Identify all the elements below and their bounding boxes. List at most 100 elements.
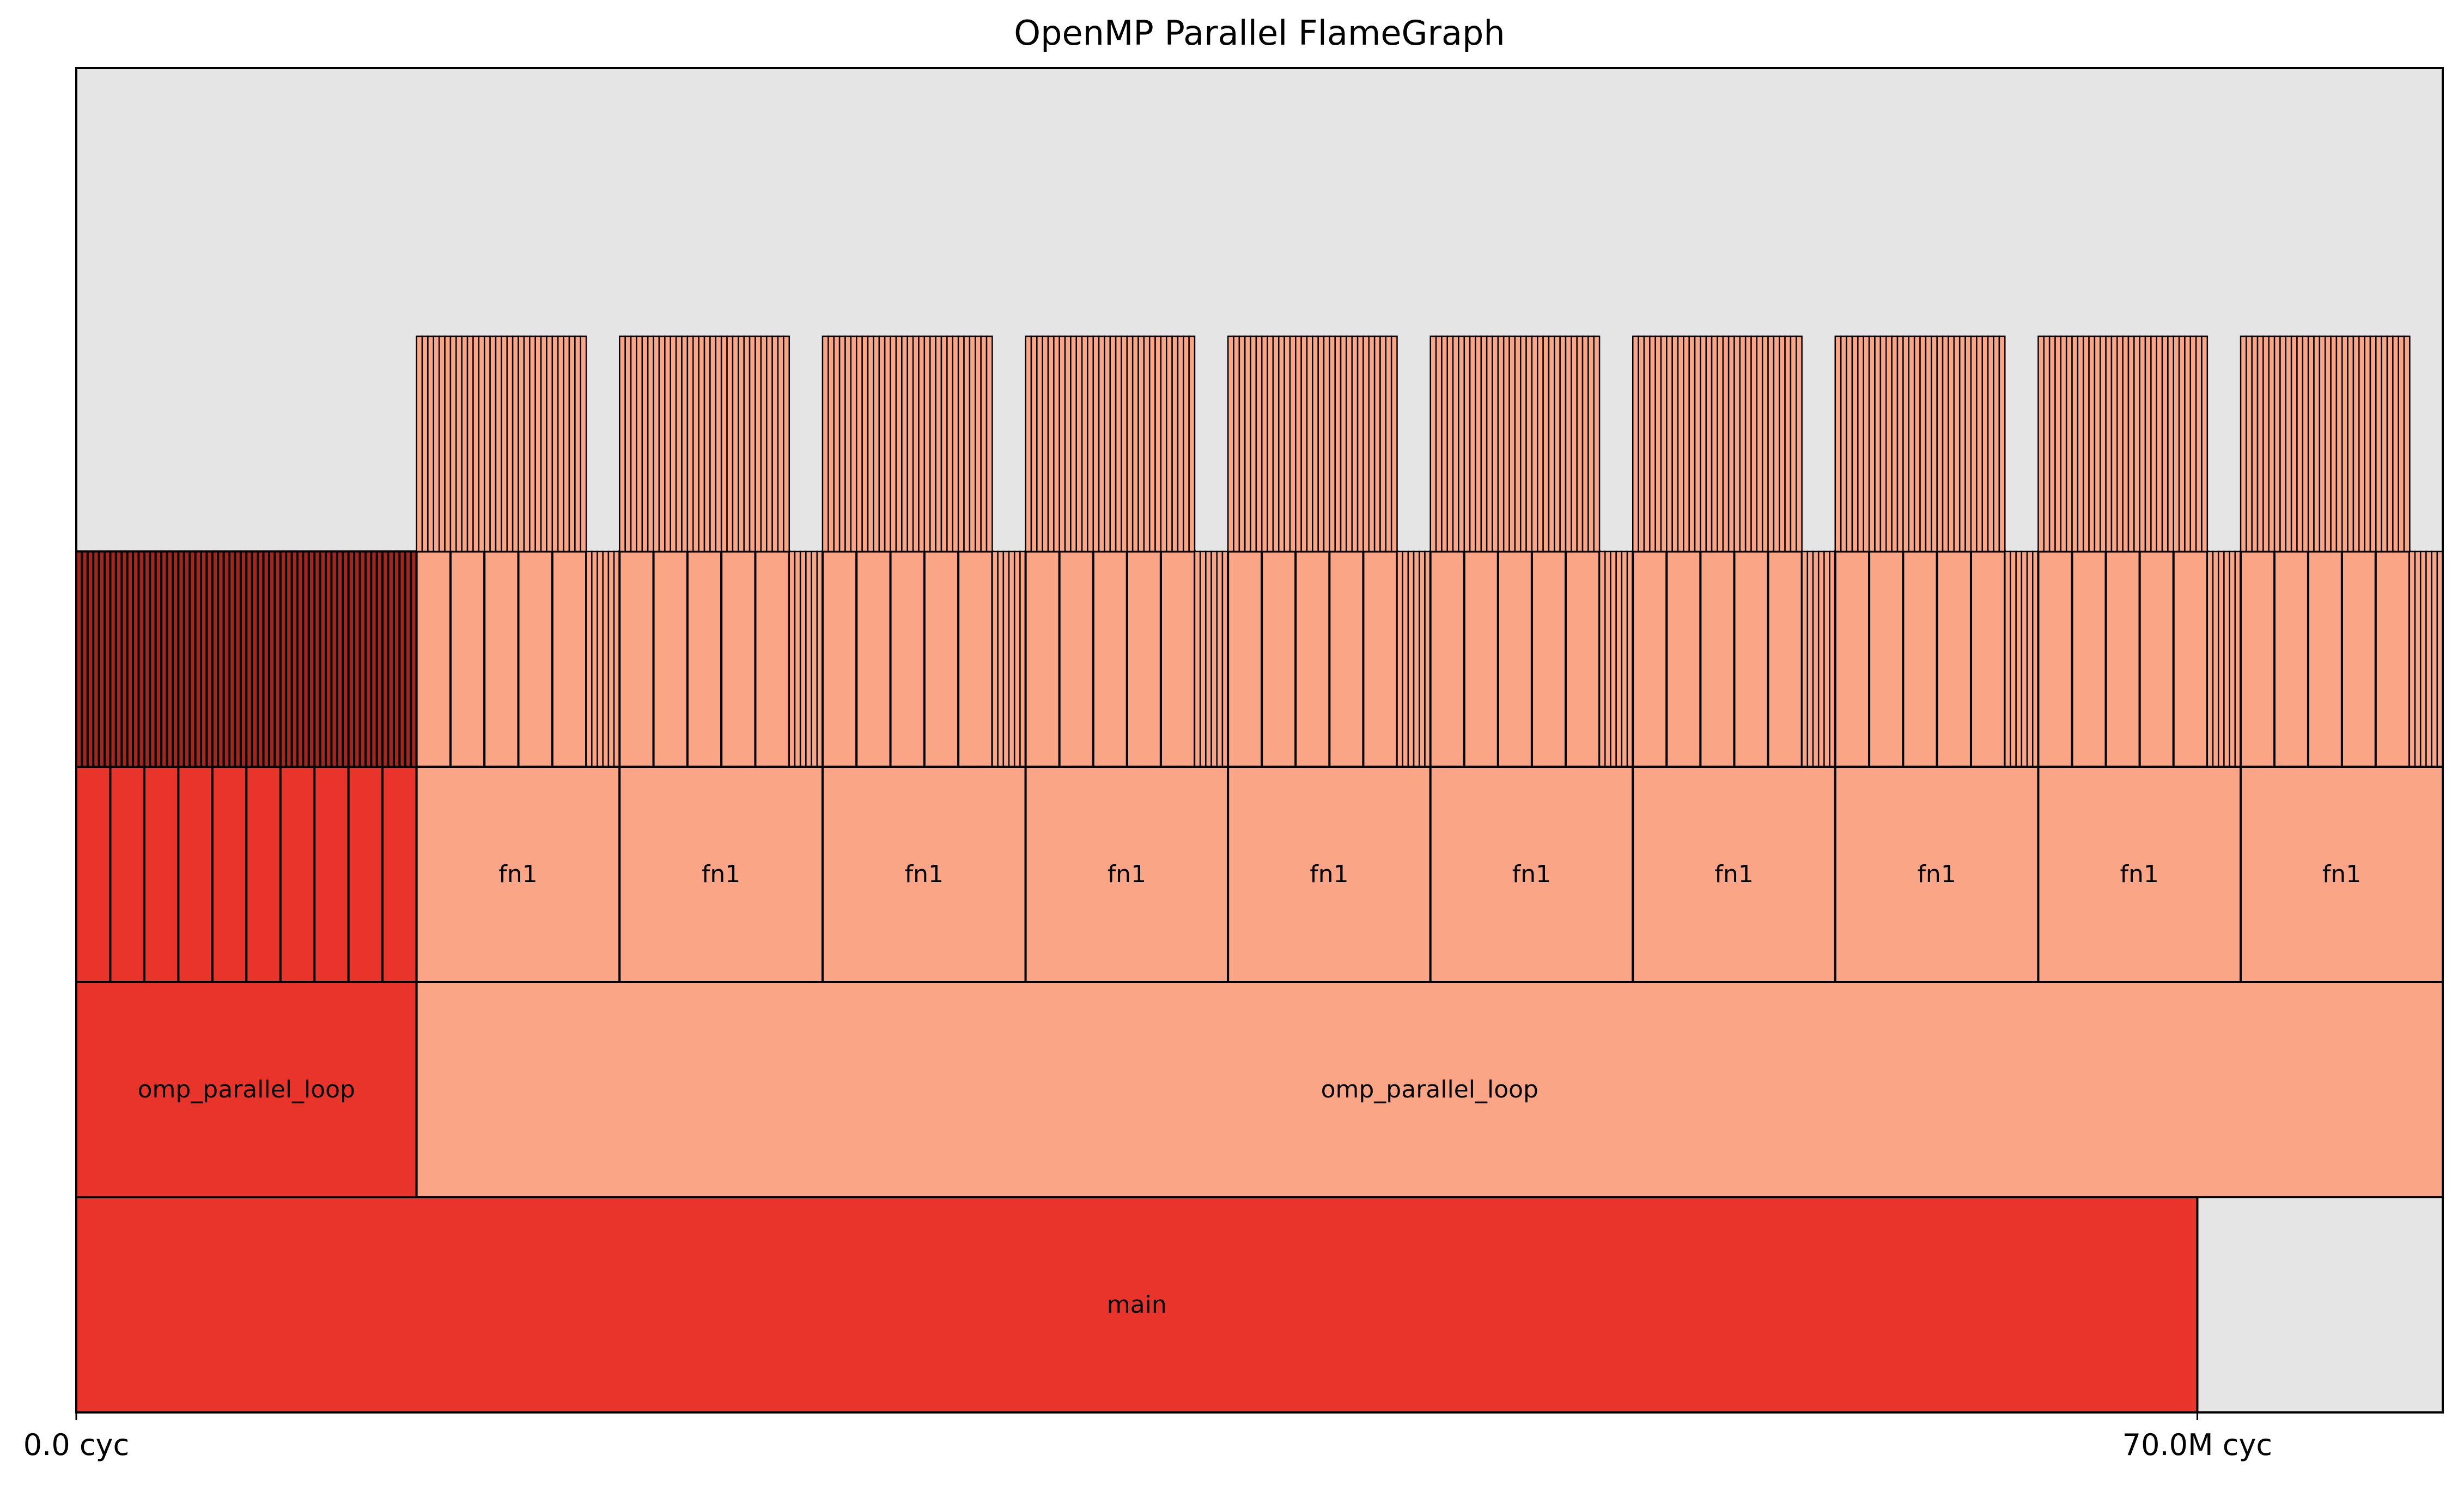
flame-frame[interactable] bbox=[2144, 335, 2152, 553]
flame-frame[interactable] bbox=[517, 550, 553, 768]
flame-frame[interactable] bbox=[2431, 550, 2438, 768]
flame-frame[interactable] bbox=[1525, 335, 1533, 553]
flame-frame[interactable] bbox=[850, 335, 857, 553]
flame-frame[interactable] bbox=[2139, 335, 2146, 553]
flame-frame[interactable] bbox=[461, 335, 469, 553]
flame-frame[interactable] bbox=[861, 335, 869, 553]
flame-frame[interactable] bbox=[2122, 335, 2130, 553]
flame-frame[interactable] bbox=[1346, 335, 1353, 553]
flame-frame[interactable] bbox=[692, 335, 699, 553]
flame-frame[interactable] bbox=[2381, 335, 2388, 553]
flame-frame[interactable] bbox=[935, 335, 942, 553]
flame-frame[interactable] bbox=[1058, 335, 1066, 553]
flame-frame[interactable] bbox=[1705, 335, 1713, 553]
flame-frame[interactable] bbox=[1334, 335, 1342, 553]
flame-frame[interactable] bbox=[466, 335, 474, 553]
flame-frame[interactable] bbox=[1300, 335, 1308, 553]
flame-frame[interactable] bbox=[1121, 335, 1128, 553]
flame-frame[interactable] bbox=[1216, 550, 1224, 768]
flame-frame[interactable] bbox=[1508, 335, 1516, 553]
flame-frame[interactable] bbox=[653, 335, 660, 553]
flame-frame[interactable] bbox=[1368, 335, 1376, 553]
flame-frame[interactable] bbox=[2077, 335, 2084, 553]
flame-frame[interactable] bbox=[2302, 335, 2309, 553]
flame-frame[interactable] bbox=[686, 550, 723, 768]
flame-frame[interactable] bbox=[1857, 335, 1864, 553]
flame-frame[interactable] bbox=[2201, 335, 2209, 553]
flame-frame[interactable] bbox=[1554, 335, 1561, 553]
frame-fn1[interactable] bbox=[2240, 766, 2444, 983]
flame-frame[interactable] bbox=[1356, 335, 1364, 553]
flame-frame[interactable] bbox=[630, 335, 637, 553]
flame-frame[interactable] bbox=[1075, 335, 1083, 553]
flame-frame[interactable] bbox=[1981, 335, 1989, 553]
flame-frame[interactable] bbox=[2324, 335, 2332, 553]
flame-frame[interactable] bbox=[2060, 335, 2067, 553]
frame-fn1[interactable] bbox=[2037, 766, 2242, 983]
flame-frame[interactable] bbox=[416, 335, 423, 553]
flame-frame[interactable] bbox=[1919, 335, 1927, 553]
flame-frame[interactable] bbox=[1131, 335, 1139, 553]
flame-frame[interactable] bbox=[828, 335, 835, 553]
flame-frame[interactable] bbox=[2392, 335, 2399, 553]
flame-frame[interactable] bbox=[641, 335, 649, 553]
flame-frame[interactable] bbox=[1767, 550, 1803, 768]
flame-frame[interactable] bbox=[788, 550, 796, 768]
flame-frame[interactable] bbox=[738, 335, 745, 553]
flame-frame[interactable] bbox=[1896, 335, 1904, 553]
flame-frame[interactable] bbox=[427, 335, 435, 553]
flame-frame[interactable] bbox=[1329, 335, 1336, 553]
flame-frame[interactable] bbox=[2341, 335, 2349, 553]
flame-frame[interactable] bbox=[1047, 335, 1055, 553]
flame-frame[interactable] bbox=[1874, 335, 1882, 553]
flame-frame[interactable] bbox=[1598, 550, 1606, 768]
flame-frame[interactable] bbox=[1638, 335, 1645, 553]
flame-frame[interactable] bbox=[975, 335, 982, 553]
flame-frame[interactable] bbox=[546, 335, 553, 553]
flame-frame[interactable] bbox=[1632, 335, 1639, 553]
flame-frame[interactable] bbox=[585, 550, 593, 768]
flame-frame[interactable] bbox=[1976, 335, 1983, 553]
flame-frame[interactable] bbox=[1177, 335, 1184, 553]
flame-frame[interactable] bbox=[952, 335, 959, 553]
flame-frame[interactable] bbox=[1925, 335, 1932, 553]
flame-frame[interactable] bbox=[715, 335, 722, 553]
flame-frame[interactable] bbox=[906, 335, 914, 553]
flame-frame[interactable] bbox=[2307, 550, 2343, 768]
flame-frame[interactable] bbox=[529, 335, 536, 553]
flame-frame[interactable] bbox=[1773, 335, 1780, 553]
flame-frame[interactable] bbox=[1530, 550, 1567, 768]
flame-frame[interactable] bbox=[2262, 335, 2270, 553]
flame-frame[interactable] bbox=[1210, 550, 1218, 768]
flame-frame[interactable] bbox=[1188, 335, 1196, 553]
flame-frame[interactable] bbox=[1183, 335, 1190, 553]
flame-frame[interactable] bbox=[1948, 335, 1955, 553]
flame-frame[interactable] bbox=[2369, 335, 2377, 553]
flame-frame[interactable] bbox=[1025, 335, 1032, 553]
flame-frame[interactable] bbox=[2116, 335, 2124, 553]
flame-frame[interactable] bbox=[2307, 335, 2315, 553]
flame-frame[interactable] bbox=[2374, 550, 2411, 768]
flame-frame[interactable] bbox=[2240, 550, 2276, 768]
flame-frame[interactable] bbox=[811, 550, 818, 768]
flame-frame[interactable] bbox=[444, 335, 452, 553]
flame-frame[interactable] bbox=[449, 550, 486, 768]
flame-frame[interactable] bbox=[2161, 335, 2169, 553]
flame-frame[interactable] bbox=[1340, 335, 1347, 553]
flame-frame[interactable] bbox=[1739, 335, 1747, 553]
flame-frame[interactable] bbox=[1908, 335, 1915, 553]
flame-frame[interactable] bbox=[1604, 550, 1611, 768]
flame-frame[interactable] bbox=[75, 766, 112, 983]
flame-frame[interactable] bbox=[551, 550, 588, 768]
frame-fn1[interactable] bbox=[1024, 766, 1230, 983]
flame-frame[interactable] bbox=[1801, 550, 1809, 768]
flame-frame[interactable] bbox=[1806, 550, 1814, 768]
flame-frame[interactable] bbox=[1542, 335, 1550, 553]
flame-frame[interactable] bbox=[1486, 335, 1493, 553]
flame-frame[interactable] bbox=[1576, 335, 1584, 553]
flame-frame[interactable] bbox=[1733, 335, 1741, 553]
flame-frame[interactable] bbox=[2330, 335, 2338, 553]
flame-frame[interactable] bbox=[438, 335, 446, 553]
flame-frame[interactable] bbox=[1942, 335, 1949, 553]
flame-frame[interactable] bbox=[895, 335, 903, 553]
